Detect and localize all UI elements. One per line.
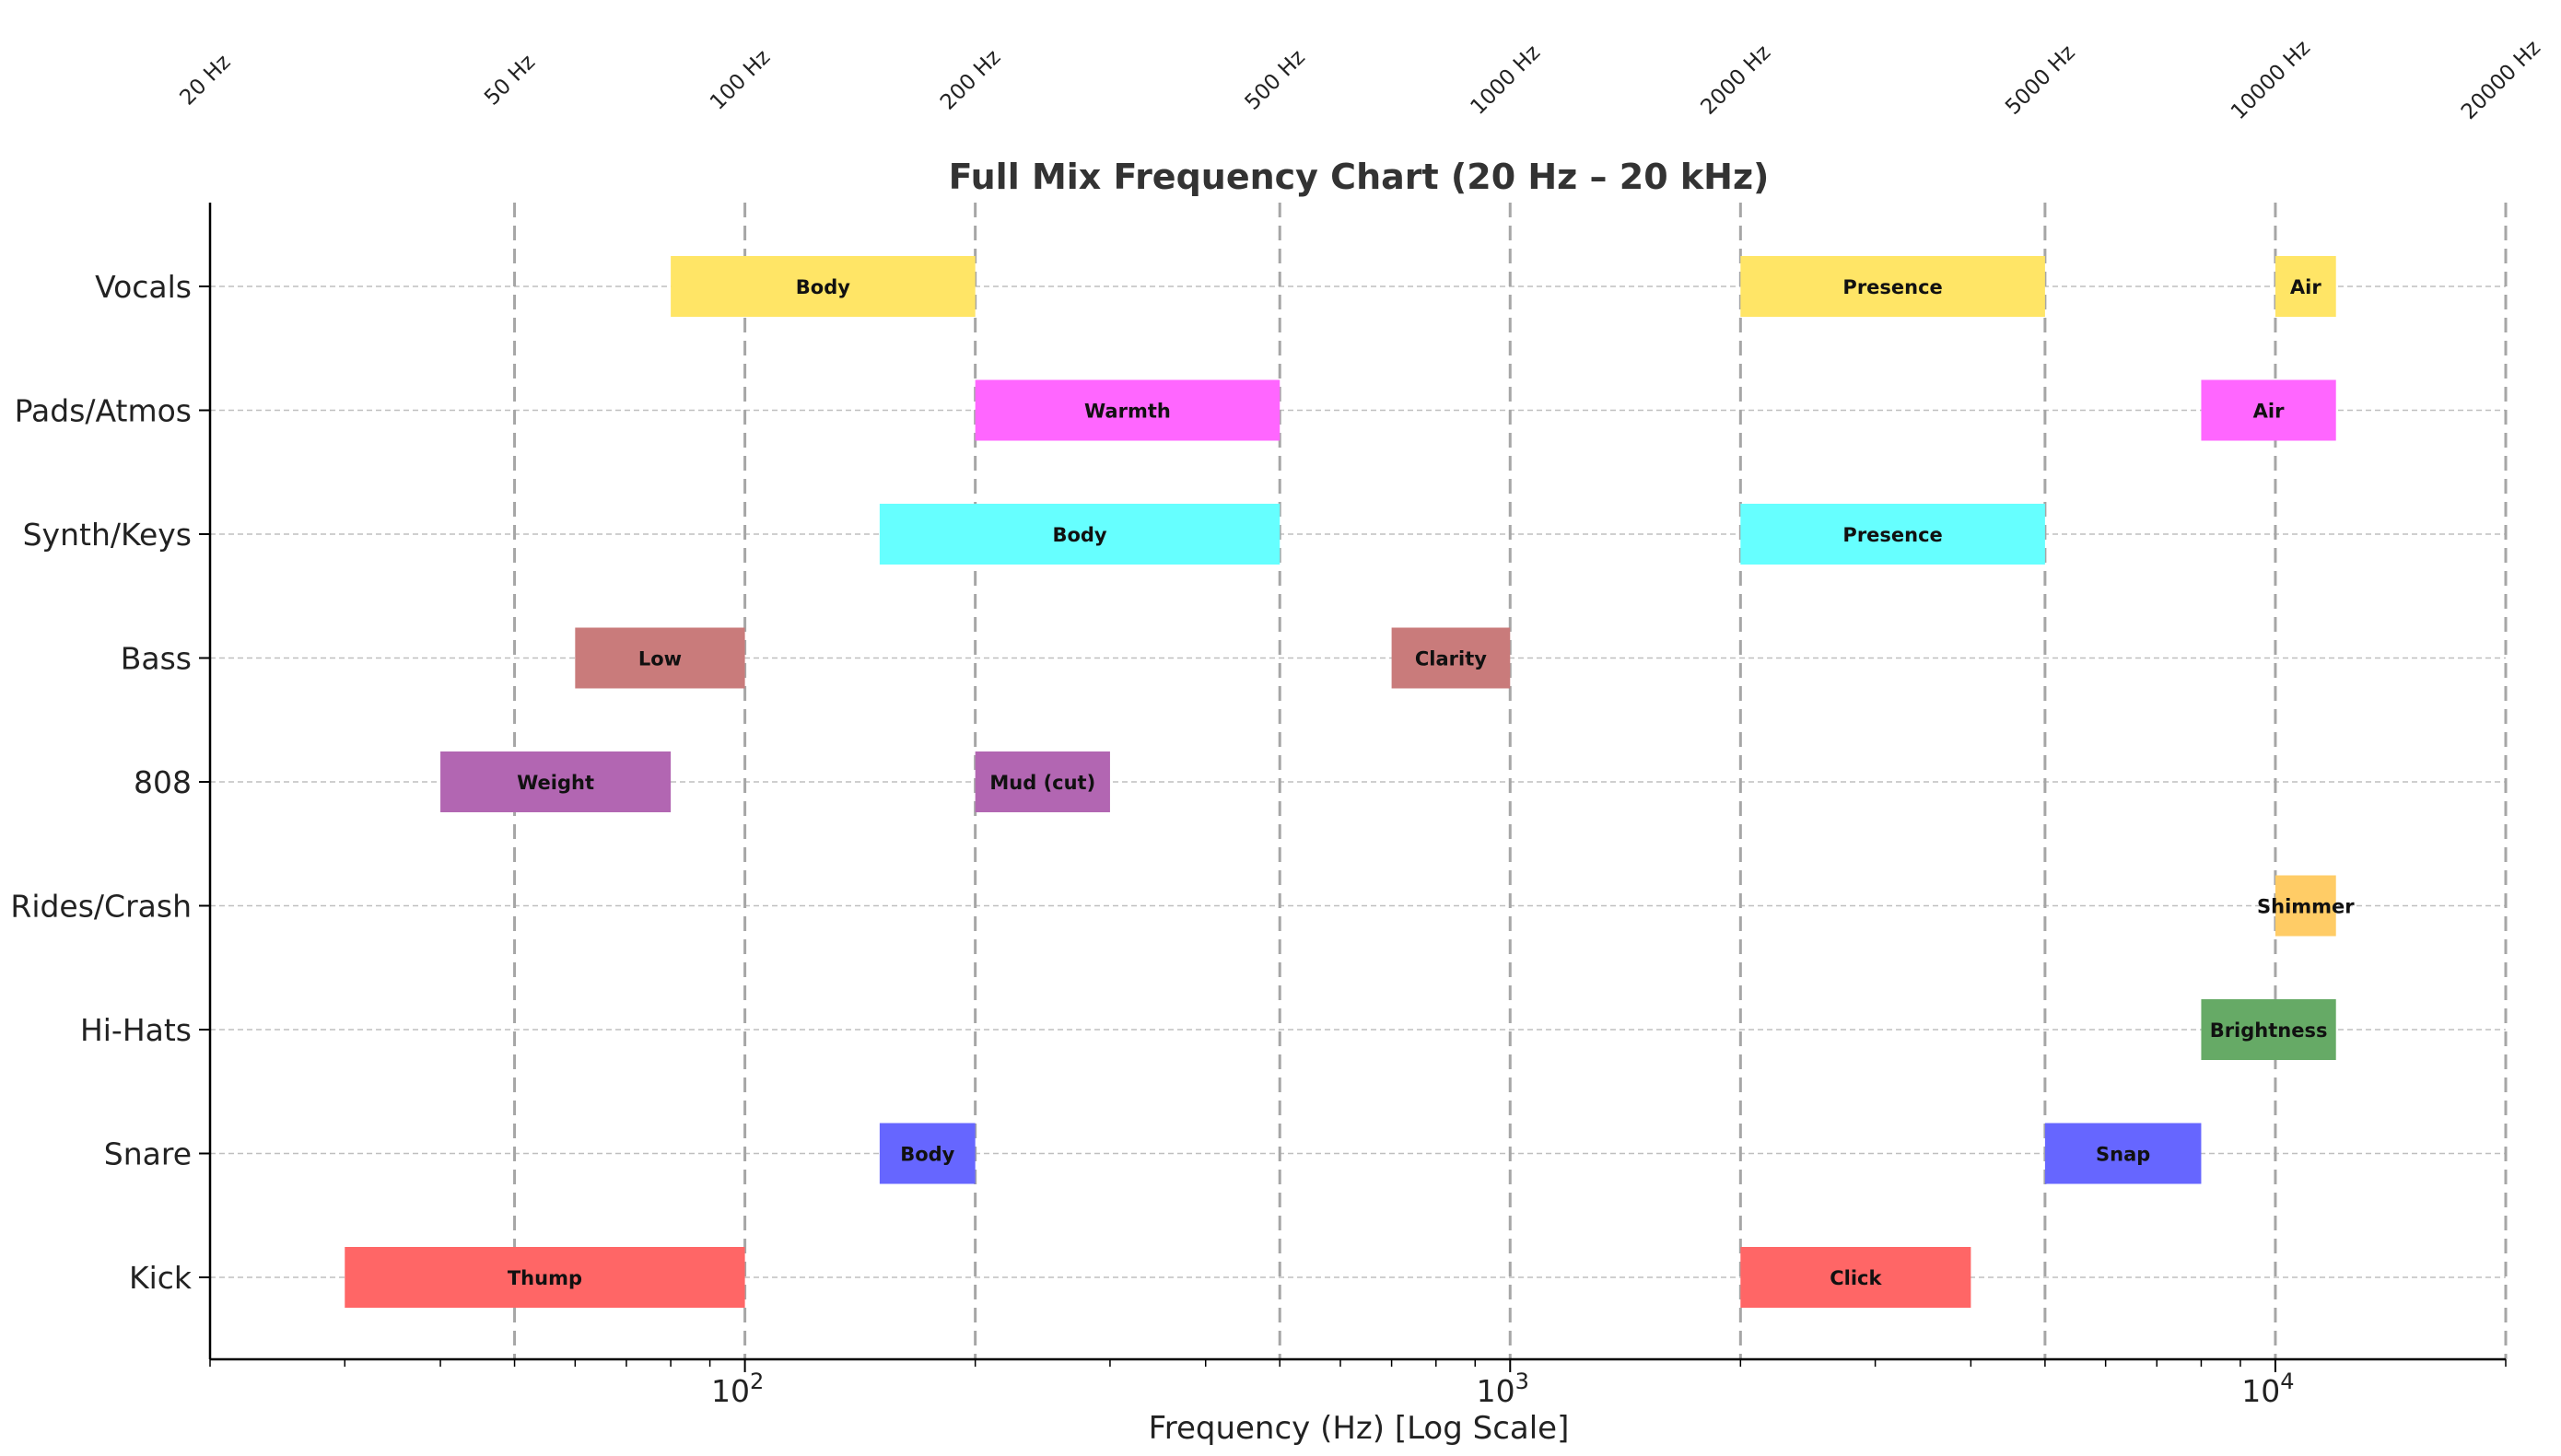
top-frequency-labels: 20 Hz 50 Hz 100 Hz 200 Hz 500 Hz 1000 Hz 2000 …: [176, 36, 2546, 124]
bar-label-bass-low: Low: [638, 648, 682, 670]
bar-label-snare-body: Body: [900, 1144, 954, 1166]
top-label-10000: 10000 Hz: [2227, 36, 2315, 124]
top-label-5000: 5000 Hz: [2001, 41, 2080, 120]
bar-synth-keys-presence: [1740, 504, 2045, 565]
bar-bass-clarity: [1391, 627, 1511, 689]
x-tick-label-10000: 104: [2241, 1369, 2294, 1409]
bar-rides-crash-shimmer: [2274, 875, 2336, 937]
y-tick-label-kick: Kick: [129, 1260, 193, 1296]
y-tick-label-vocals: Vocals: [95, 269, 192, 305]
top-label-20000: 20000 Hz: [2457, 36, 2545, 124]
frequency-bars: Thump Click Body Snap Brightness Shimmer Weigh…: [345, 256, 2355, 1308]
bar-label-pads-atmos-air: Air: [2253, 401, 2285, 423]
bar-snare-body: [879, 1123, 976, 1184]
top-label-500: 500 Hz: [1241, 45, 1310, 114]
bar-vocals-presence: [1740, 256, 2045, 317]
y-tick-label-hi-hats: Hi-Hats: [80, 1012, 192, 1048]
bar-snare-snap: [2044, 1123, 2202, 1184]
bar-label-kick-click: Click: [1830, 1267, 1882, 1289]
bar-808-weight: [440, 751, 672, 812]
bar-bass-low: [575, 627, 745, 689]
bar-label-bass-clarity: Clarity: [1415, 648, 1487, 670]
top-label-50: 50 Hz: [480, 51, 540, 111]
x-axis-label: Frequency (Hz) [Log Scale]: [1149, 1410, 1570, 1447]
y-tick-label-bass: Bass: [121, 641, 192, 677]
x-tick-label-1000: 103: [1477, 1369, 1529, 1409]
chart-title: Full Mix Frequency Chart (20 Hz – 20 kHz…: [949, 157, 1770, 197]
bar-label-hi-hats-brightness: Brightness: [2210, 1019, 2328, 1042]
bar-label-rides-crash-shimmer: Shimmer: [2257, 896, 2355, 918]
x-tick-label-100: 102: [711, 1369, 764, 1409]
y-tick-label-808: 808: [134, 764, 192, 800]
y-tick-label-pads-atmos: Pads/Atmos: [15, 393, 192, 429]
bar-synth-keys-body: [879, 504, 1280, 565]
y-tick-label-snare: Snare: [104, 1136, 192, 1172]
bar-pads-atmos-warmth: [975, 379, 1280, 441]
top-label-1000: 1000 Hz: [1466, 41, 1545, 120]
top-label-20: 20 Hz: [176, 51, 236, 111]
y-tick-label-synth-keys: Synth/Keys: [23, 517, 192, 553]
y-tick-labels: Kick Snare Hi-Hats Rides/Crash 808 Bass Synth/…: [10, 269, 210, 1296]
bar-pads-atmos-air: [2201, 379, 2336, 441]
bar-kick-click: [1740, 1247, 1971, 1308]
bar-hi-hats-brightness: [2201, 999, 2336, 1060]
top-label-200: 200 Hz: [936, 45, 1005, 114]
top-label-2000: 2000 Hz: [1697, 41, 1776, 120]
bar-label-808-weight: Weight: [517, 772, 594, 794]
bar-kick-thump: [345, 1247, 745, 1308]
bar-label-808-mud-cut: Mud (cut): [989, 772, 1095, 794]
bar-label-vocals-body: Body: [796, 276, 850, 298]
bar-label-pads-atmos-warmth: Warmth: [1084, 401, 1171, 423]
bar-label-kick-thump: Thump: [508, 1267, 582, 1289]
top-label-100: 100 Hz: [706, 45, 775, 114]
x-tick-labels: 102 103 104: [209, 1359, 2507, 1409]
bar-vocals-body: [671, 256, 976, 317]
bar-808-mud-cut: [975, 751, 1110, 812]
bar-label-vocals-air: Air: [2290, 276, 2321, 298]
y-tick-label-rides-crash: Rides/Crash: [10, 889, 192, 925]
reference-lines: [513, 203, 2508, 1359]
bar-label-synth-keys-presence: Presence: [1842, 524, 1942, 546]
horizontal-gridlines: [210, 285, 2506, 1278]
bar-label-snare-snap: Snap: [2096, 1144, 2150, 1166]
bar-label-synth-keys-body: Body: [1052, 524, 1106, 546]
bar-vocals-air: [2274, 256, 2336, 317]
bar-label-vocals-presence: Presence: [1842, 276, 1942, 298]
